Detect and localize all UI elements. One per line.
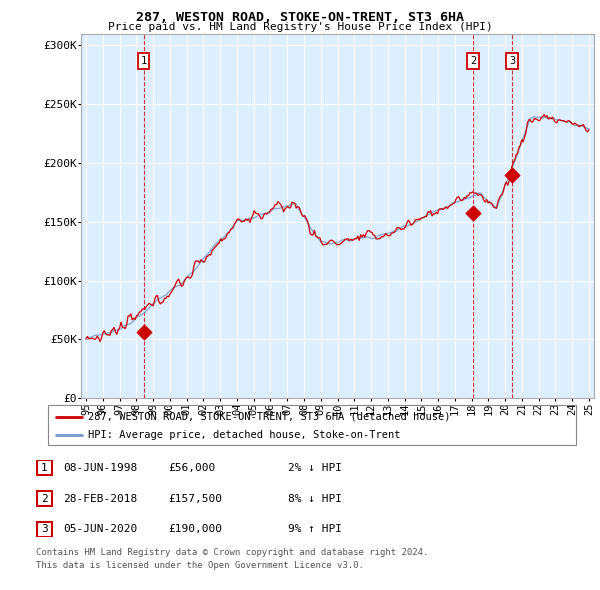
Text: Contains HM Land Registry data © Crown copyright and database right 2024.: Contains HM Land Registry data © Crown c…	[36, 548, 428, 556]
Text: This data is licensed under the Open Government Licence v3.0.: This data is licensed under the Open Gov…	[36, 561, 364, 570]
Text: £56,000: £56,000	[168, 463, 215, 473]
Point	[508, 170, 517, 179]
Text: 1: 1	[41, 463, 48, 473]
Text: 287, WESTON ROAD, STOKE-ON-TRENT, ST3 6HA (detached house): 287, WESTON ROAD, STOKE-ON-TRENT, ST3 6H…	[88, 412, 450, 422]
Text: 1: 1	[140, 56, 147, 66]
Text: 2% ↓ HPI: 2% ↓ HPI	[288, 463, 342, 473]
Point	[139, 327, 148, 337]
Text: HPI: Average price, detached house, Stoke-on-Trent: HPI: Average price, detached house, Stok…	[88, 431, 400, 440]
Text: 9% ↑ HPI: 9% ↑ HPI	[288, 525, 342, 534]
Text: 3: 3	[509, 56, 515, 66]
Text: 8% ↓ HPI: 8% ↓ HPI	[288, 494, 342, 503]
Text: 2: 2	[470, 56, 476, 66]
Text: 28-FEB-2018: 28-FEB-2018	[63, 494, 137, 503]
Text: 2: 2	[41, 494, 48, 503]
Text: Price paid vs. HM Land Registry's House Price Index (HPI): Price paid vs. HM Land Registry's House …	[107, 22, 493, 32]
Text: 05-JUN-2020: 05-JUN-2020	[63, 525, 137, 534]
Text: 3: 3	[41, 525, 48, 534]
Text: 287, WESTON ROAD, STOKE-ON-TRENT, ST3 6HA: 287, WESTON ROAD, STOKE-ON-TRENT, ST3 6H…	[136, 11, 464, 24]
Text: 08-JUN-1998: 08-JUN-1998	[63, 463, 137, 473]
Text: £157,500: £157,500	[168, 494, 222, 503]
Text: £190,000: £190,000	[168, 525, 222, 534]
Point	[468, 208, 478, 218]
